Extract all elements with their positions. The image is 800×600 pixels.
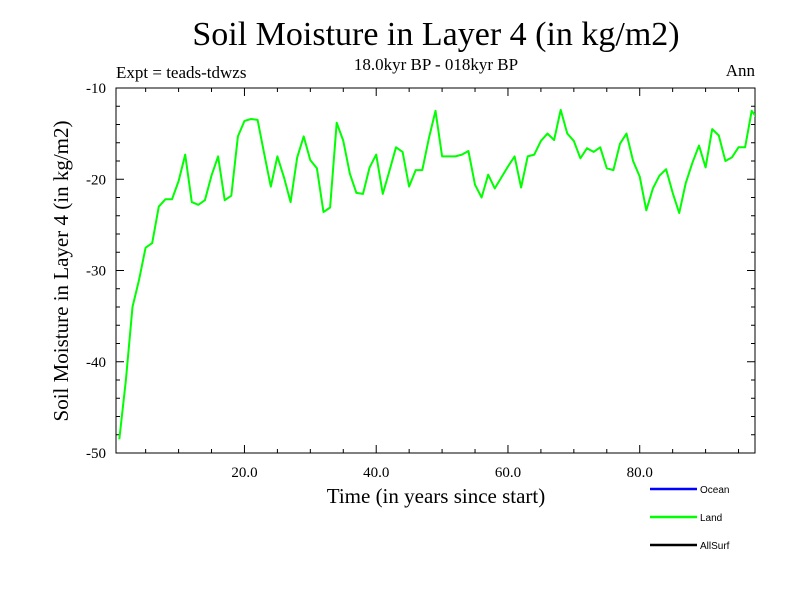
legend-label-ocean: Ocean bbox=[700, 485, 729, 496]
axis-ticks bbox=[116, 88, 755, 453]
plot-area bbox=[115, 87, 756, 454]
chart-subtitle: 18.0kyr BP - 018kyr BP bbox=[354, 55, 518, 74]
y-tick-label: -20 bbox=[86, 172, 106, 188]
y-tick-label: -50 bbox=[86, 446, 106, 462]
plot-frame bbox=[115, 87, 756, 454]
legend-label-allsurf: AllSurf bbox=[700, 541, 730, 552]
series-line-land bbox=[118, 108, 755, 440]
y-tick-label: -10 bbox=[86, 81, 106, 97]
x-axis-label: Time (in years since start) bbox=[327, 484, 546, 508]
x-tick-label: 40.0 bbox=[363, 465, 389, 481]
x-tick-label: 20.0 bbox=[231, 465, 257, 481]
legend-label-land: Land bbox=[700, 513, 722, 524]
y-tick-labels: -10 -20 -30 -40 -50 bbox=[86, 81, 106, 462]
x-tick-label: 80.0 bbox=[627, 465, 653, 481]
x-tick-label: 60.0 bbox=[495, 465, 521, 481]
season-label: Ann bbox=[726, 61, 756, 80]
series-layer bbox=[118, 108, 755, 440]
legend: Ocean Land AllSurf bbox=[650, 485, 730, 552]
y-axis-label: Soil Moisture in Layer 4 (in kg/m2) bbox=[49, 121, 73, 422]
x-tick-labels: 20.0 40.0 60.0 80.0 bbox=[231, 465, 653, 481]
y-tick-label: -30 bbox=[86, 264, 106, 280]
y-tick-label: -40 bbox=[86, 355, 106, 371]
experiment-label: Expt = teads-tdwzs bbox=[116, 63, 246, 82]
chart-title: Soil Moisture in Layer 4 (in kg/m2) bbox=[192, 16, 679, 53]
